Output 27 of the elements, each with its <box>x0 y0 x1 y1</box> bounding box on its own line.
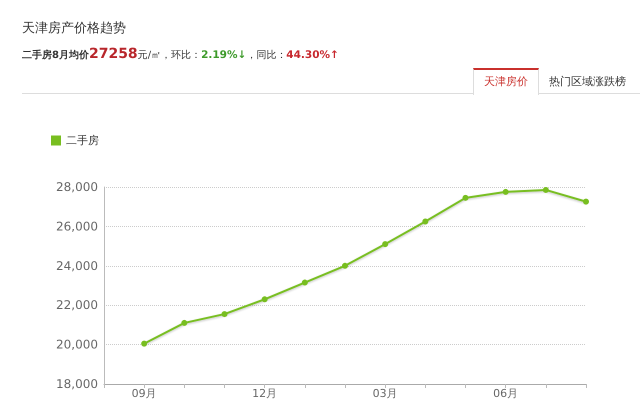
chart-title: 天津房产价格趋势 <box>22 20 126 37</box>
point <box>422 218 428 224</box>
point <box>542 186 549 193</box>
point <box>181 320 188 326</box>
x-tick-label: 03月 <box>372 387 398 400</box>
point <box>502 188 509 195</box>
chart-subtitle: 二手房8月均价27258元/㎡，环比：2.19%↓，同比：44.30%↑ <box>22 46 339 62</box>
legend-label: 二手房 <box>66 134 99 147</box>
point <box>262 296 268 302</box>
x-tick-label: 09月 <box>132 387 157 400</box>
text: 天津房价 <box>473 68 539 95</box>
y-tick-label: 20,000 <box>56 338 98 352</box>
y-tick-label: 24,000 <box>56 258 98 273</box>
text: 热门区域涨跌榜 <box>548 74 627 90</box>
y-tick-label: 22,000 <box>56 298 98 312</box>
point <box>222 311 228 318</box>
x-tick-label: 12月 <box>252 387 278 400</box>
x-tick-label: 06月 <box>493 387 518 400</box>
point <box>583 198 589 205</box>
y-tick-label: 28,000 <box>56 180 98 194</box>
y-tick-label: 18,000 <box>56 377 98 391</box>
point <box>141 340 148 347</box>
point <box>342 262 348 269</box>
point <box>462 194 468 201</box>
point <box>382 241 388 248</box>
y-tick-label: 26,000 <box>56 219 98 234</box>
point <box>302 280 308 286</box>
